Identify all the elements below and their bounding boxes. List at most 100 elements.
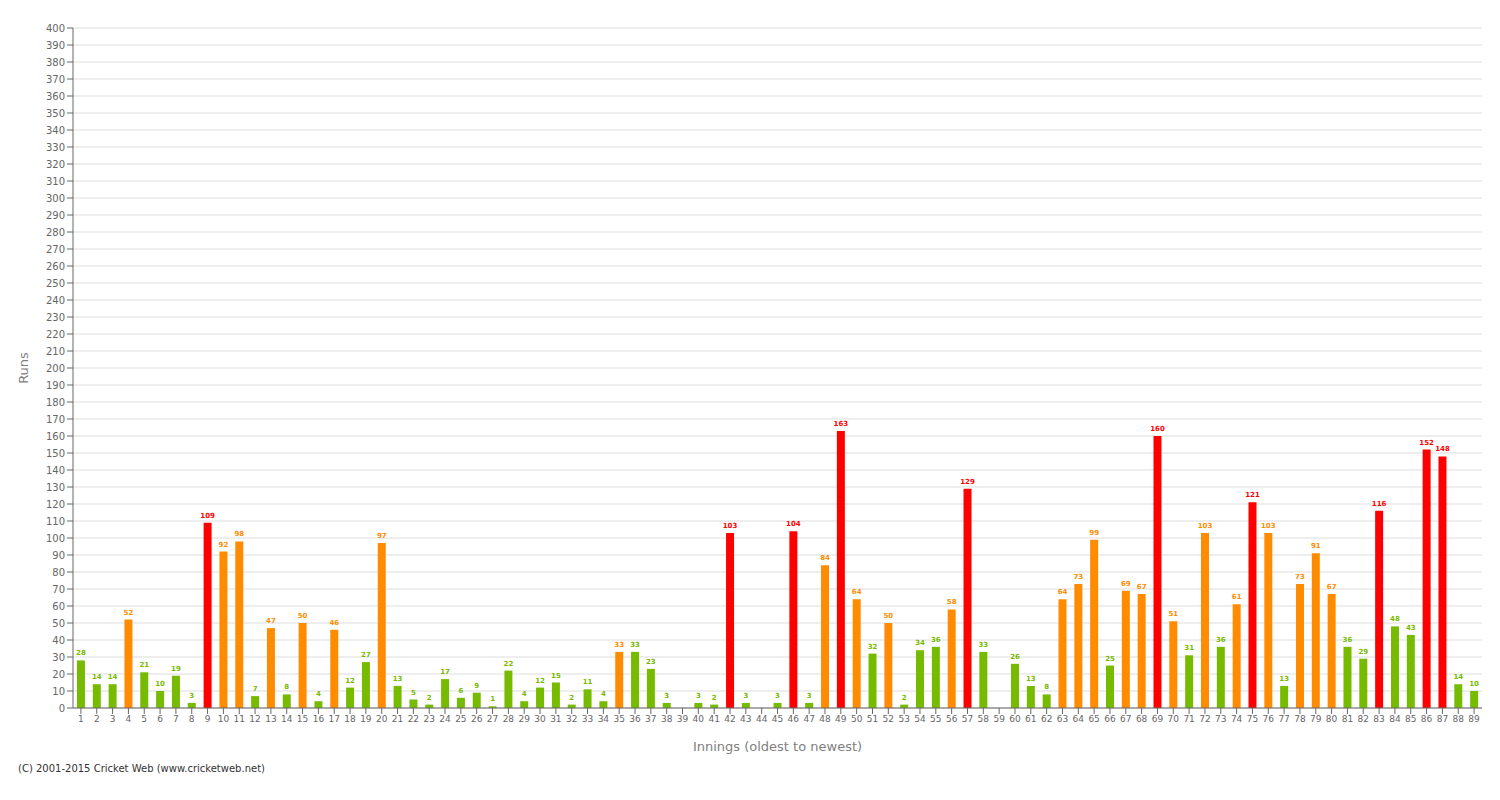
svg-text:50: 50	[851, 714, 863, 724]
svg-text:103: 103	[1261, 522, 1276, 530]
svg-text:3: 3	[110, 714, 116, 724]
svg-text:54: 54	[914, 714, 926, 724]
svg-text:200: 200	[46, 363, 65, 374]
svg-text:58: 58	[947, 598, 957, 606]
svg-text:28: 28	[503, 714, 515, 724]
svg-text:29: 29	[1358, 648, 1368, 656]
svg-text:163: 163	[834, 420, 849, 428]
svg-text:82: 82	[1358, 714, 1369, 724]
svg-text:104: 104	[786, 520, 801, 528]
svg-text:79: 79	[1310, 714, 1322, 724]
svg-text:69: 69	[1121, 580, 1131, 588]
svg-text:10: 10	[155, 680, 165, 688]
svg-text:75: 75	[1247, 714, 1258, 724]
svg-text:42: 42	[724, 714, 735, 724]
svg-text:24: 24	[439, 714, 451, 724]
svg-text:109: 109	[200, 512, 215, 520]
svg-text:13: 13	[393, 675, 403, 683]
svg-text:56: 56	[946, 714, 958, 724]
svg-text:260: 260	[46, 261, 65, 272]
svg-text:270: 270	[46, 244, 65, 255]
svg-text:25: 25	[455, 714, 466, 724]
svg-text:210: 210	[46, 346, 65, 357]
svg-text:250: 250	[46, 278, 65, 289]
svg-text:180: 180	[46, 397, 65, 408]
svg-text:47: 47	[266, 617, 276, 625]
svg-text:Runs: Runs	[16, 352, 31, 384]
svg-text:27: 27	[487, 714, 498, 724]
svg-text:148: 148	[1435, 445, 1450, 453]
svg-text:2: 2	[902, 694, 907, 702]
svg-text:13: 13	[1279, 675, 1289, 683]
svg-text:129: 129	[960, 478, 975, 486]
svg-text:50: 50	[52, 618, 65, 629]
svg-text:1: 1	[78, 714, 84, 724]
svg-text:310: 310	[46, 176, 65, 187]
svg-text:12: 12	[535, 677, 545, 685]
svg-text:2: 2	[569, 694, 574, 702]
svg-text:16: 16	[313, 714, 325, 724]
svg-text:21: 21	[392, 714, 403, 724]
svg-text:64: 64	[1058, 588, 1068, 596]
svg-text:220: 220	[46, 329, 65, 340]
svg-text:0: 0	[59, 703, 65, 714]
svg-text:53: 53	[898, 714, 909, 724]
svg-text:36: 36	[1343, 636, 1353, 644]
svg-text:103: 103	[1198, 522, 1213, 530]
svg-text:28: 28	[76, 649, 86, 657]
svg-text:50: 50	[298, 612, 308, 620]
svg-text:3: 3	[189, 692, 194, 700]
svg-text:121: 121	[1245, 491, 1260, 499]
svg-text:33: 33	[582, 714, 593, 724]
svg-text:37: 37	[645, 714, 656, 724]
svg-text:50: 50	[883, 612, 893, 620]
svg-text:8: 8	[284, 683, 289, 691]
svg-text:83: 83	[1373, 714, 1384, 724]
svg-text:150: 150	[46, 448, 65, 459]
svg-text:26: 26	[1010, 653, 1020, 661]
svg-text:47: 47	[803, 714, 814, 724]
svg-text:360: 360	[46, 91, 65, 102]
svg-text:90: 90	[52, 550, 65, 561]
svg-text:21: 21	[139, 661, 149, 669]
svg-text:67: 67	[1137, 583, 1147, 591]
svg-text:73: 73	[1073, 573, 1083, 581]
svg-text:52: 52	[124, 609, 134, 617]
svg-text:8: 8	[1044, 683, 1049, 691]
svg-text:70: 70	[52, 584, 65, 595]
svg-text:46: 46	[788, 714, 800, 724]
svg-text:330: 330	[46, 142, 65, 153]
svg-text:69: 69	[1152, 714, 1164, 724]
svg-text:13: 13	[265, 714, 276, 724]
svg-text:26: 26	[471, 714, 483, 724]
svg-text:98: 98	[234, 530, 244, 538]
svg-text:31: 31	[1184, 644, 1194, 652]
svg-text:99: 99	[1089, 529, 1099, 537]
svg-text:3: 3	[775, 692, 780, 700]
svg-text:6: 6	[458, 687, 463, 695]
svg-text:170: 170	[46, 414, 65, 425]
svg-text:20: 20	[52, 669, 65, 680]
svg-text:38: 38	[661, 714, 673, 724]
svg-text:35: 35	[613, 714, 624, 724]
svg-text:64: 64	[1073, 714, 1085, 724]
svg-text:4: 4	[601, 690, 606, 698]
svg-text:91: 91	[1311, 542, 1321, 550]
svg-text:23: 23	[423, 714, 434, 724]
svg-text:370: 370	[46, 74, 65, 85]
svg-text:36: 36	[629, 714, 641, 724]
svg-text:9: 9	[205, 714, 211, 724]
svg-text:5: 5	[411, 689, 416, 697]
svg-text:152: 152	[1419, 439, 1434, 447]
svg-text:33: 33	[614, 641, 624, 649]
svg-text:4: 4	[316, 690, 321, 698]
svg-text:120: 120	[46, 499, 65, 510]
svg-text:85: 85	[1405, 714, 1416, 724]
svg-text:65: 65	[1088, 714, 1099, 724]
svg-text:32: 32	[868, 643, 878, 651]
svg-text:40: 40	[52, 635, 65, 646]
svg-text:46: 46	[329, 619, 339, 627]
svg-text:88: 88	[1453, 714, 1465, 724]
svg-text:130: 130	[46, 482, 65, 493]
svg-text:43: 43	[740, 714, 751, 724]
